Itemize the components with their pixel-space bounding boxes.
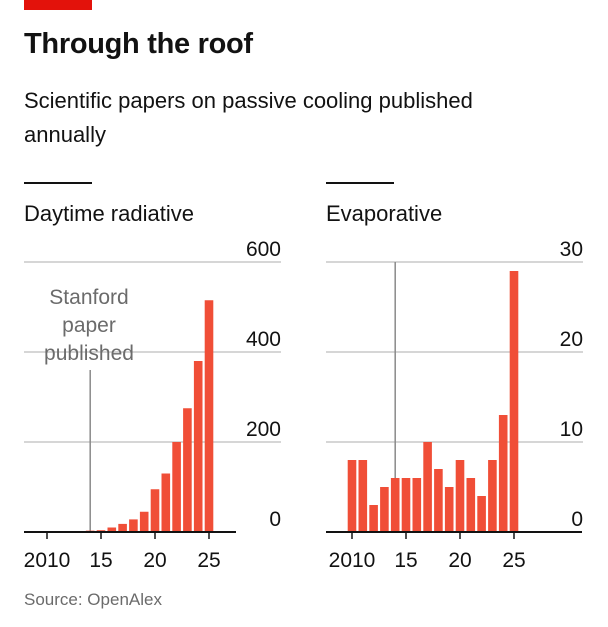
radiative-annotation-text: published bbox=[44, 342, 134, 365]
evaporative-ytick-label: 0 bbox=[571, 508, 583, 531]
evaporative-bar-2020 bbox=[455, 460, 465, 532]
radiative-bar-2018 bbox=[129, 519, 138, 532]
evaporative-xtick-label: 25 bbox=[502, 549, 525, 572]
panel-title-evaporative: Evaporative bbox=[326, 201, 443, 226]
evaporative-bar-2025 bbox=[509, 271, 519, 532]
evaporative-bar-2024 bbox=[498, 415, 508, 532]
evaporative-xtick-label: 2010 bbox=[329, 549, 376, 572]
evaporative-ytick-label: 30 bbox=[560, 238, 583, 261]
radiative-bar-2023 bbox=[183, 408, 192, 532]
evaporative-bar-2023 bbox=[488, 460, 497, 532]
radiative-xtick-label: 15 bbox=[89, 549, 112, 572]
panel-rule-left bbox=[24, 182, 92, 184]
radiative-xtick-label: 25 bbox=[197, 549, 220, 572]
evaporative-bar-2022 bbox=[477, 496, 486, 532]
radiative-xtick-label: 2010 bbox=[24, 549, 71, 572]
radiative-xtick-label: 20 bbox=[143, 549, 166, 572]
evaporative-ytick-label: 20 bbox=[560, 328, 583, 351]
radiative-bar-2017 bbox=[118, 523, 127, 532]
evaporative-bar-2013 bbox=[380, 487, 389, 532]
evaporative-bar-2016 bbox=[412, 478, 422, 532]
evaporative-bar-2011 bbox=[358, 460, 368, 532]
evaporative-bar-2014 bbox=[390, 478, 400, 532]
chart-title: Through the roof bbox=[24, 28, 253, 60]
panel-rule-right bbox=[326, 182, 394, 184]
radiative-ytick-label: 0 bbox=[269, 508, 281, 531]
radiative-bar-2019 bbox=[139, 511, 149, 532]
radiative-ytick-label: 600 bbox=[246, 238, 281, 261]
radiative-annotation-text: paper bbox=[62, 314, 116, 337]
evaporative-bar-2019 bbox=[444, 487, 454, 532]
radiative-ytick-label: 200 bbox=[246, 418, 281, 441]
radiative-chart: 600 400 200 0 Stanford paper published 2010 15 20… bbox=[24, 238, 281, 572]
evaporative-bar-2015 bbox=[401, 478, 411, 532]
radiative-bar-2020 bbox=[150, 489, 160, 532]
evaporative-bar-2012 bbox=[369, 505, 378, 532]
panel-title-radiative: Daytime radiative bbox=[24, 201, 194, 226]
accent-bar bbox=[24, 0, 92, 10]
evaporative-ytick-label: 10 bbox=[560, 418, 583, 441]
radiative-bar-2025 bbox=[204, 300, 214, 532]
radiative-bar-2024 bbox=[193, 361, 203, 532]
evaporative-xtick-label: 20 bbox=[448, 549, 471, 572]
radiative-bar-2021 bbox=[161, 473, 171, 532]
radiative-bar-2022 bbox=[172, 442, 181, 532]
evaporative-bar-2018 bbox=[434, 469, 443, 532]
evaporative-bar-2021 bbox=[466, 478, 476, 532]
evaporative-xtick-label: 15 bbox=[394, 549, 417, 572]
source-note: Source: OpenAlex bbox=[24, 590, 162, 609]
radiative-annotation-text: Stanford bbox=[49, 286, 128, 309]
radiative-bar-2016 bbox=[107, 527, 117, 532]
radiative-ytick-label: 400 bbox=[246, 328, 281, 351]
evaporative-bar-2017 bbox=[423, 442, 432, 532]
evaporative-bar-2010 bbox=[347, 460, 357, 532]
chart-subtitle: Scientific papers on passive cooling pub… bbox=[24, 88, 473, 147]
